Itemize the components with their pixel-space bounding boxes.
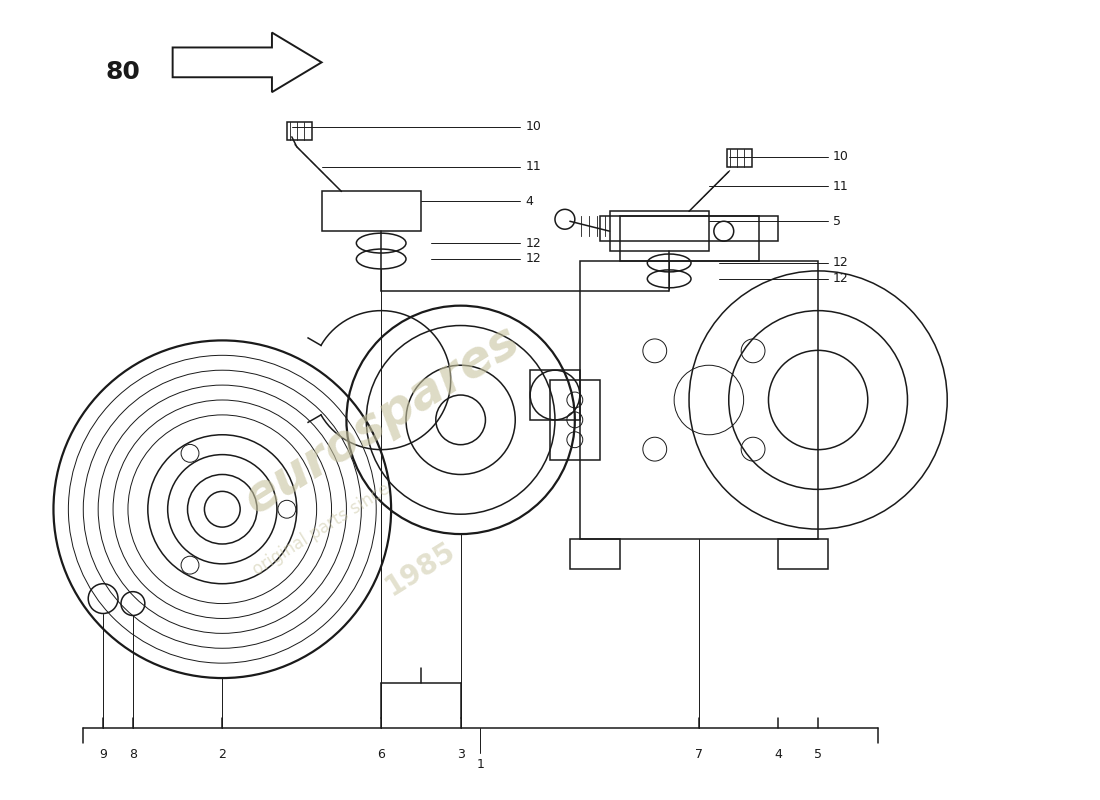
Bar xyxy=(609,211,708,251)
Text: 10: 10 xyxy=(525,121,541,134)
Text: 3: 3 xyxy=(456,747,464,761)
Text: 5: 5 xyxy=(814,747,822,761)
Bar xyxy=(570,539,619,569)
Bar xyxy=(580,261,818,539)
Text: 11: 11 xyxy=(525,160,541,173)
Text: 6: 6 xyxy=(377,747,385,761)
Text: 12: 12 xyxy=(833,272,849,286)
Text: 4: 4 xyxy=(525,195,533,208)
Text: 1985: 1985 xyxy=(381,537,461,601)
Text: 12: 12 xyxy=(525,237,541,250)
Bar xyxy=(619,216,759,261)
Text: 4: 4 xyxy=(774,747,782,761)
Text: 12: 12 xyxy=(833,257,849,270)
Text: 8: 8 xyxy=(129,747,136,761)
Text: 10: 10 xyxy=(833,150,849,163)
Bar xyxy=(779,539,828,569)
Bar xyxy=(550,380,600,459)
Bar xyxy=(600,216,779,241)
Bar xyxy=(727,149,751,166)
Text: 1: 1 xyxy=(476,758,484,770)
Text: eurospares: eurospares xyxy=(234,316,528,524)
Bar xyxy=(321,191,421,231)
Text: 11: 11 xyxy=(833,180,849,193)
Bar xyxy=(287,122,311,140)
Text: 7: 7 xyxy=(695,747,703,761)
Text: 9: 9 xyxy=(99,747,107,761)
Bar xyxy=(530,370,580,420)
Text: original parts since: original parts since xyxy=(250,479,394,578)
Text: 2: 2 xyxy=(219,747,227,761)
Text: 80: 80 xyxy=(106,60,141,84)
Text: 12: 12 xyxy=(525,253,541,266)
Circle shape xyxy=(205,491,240,527)
Text: 5: 5 xyxy=(833,214,842,228)
